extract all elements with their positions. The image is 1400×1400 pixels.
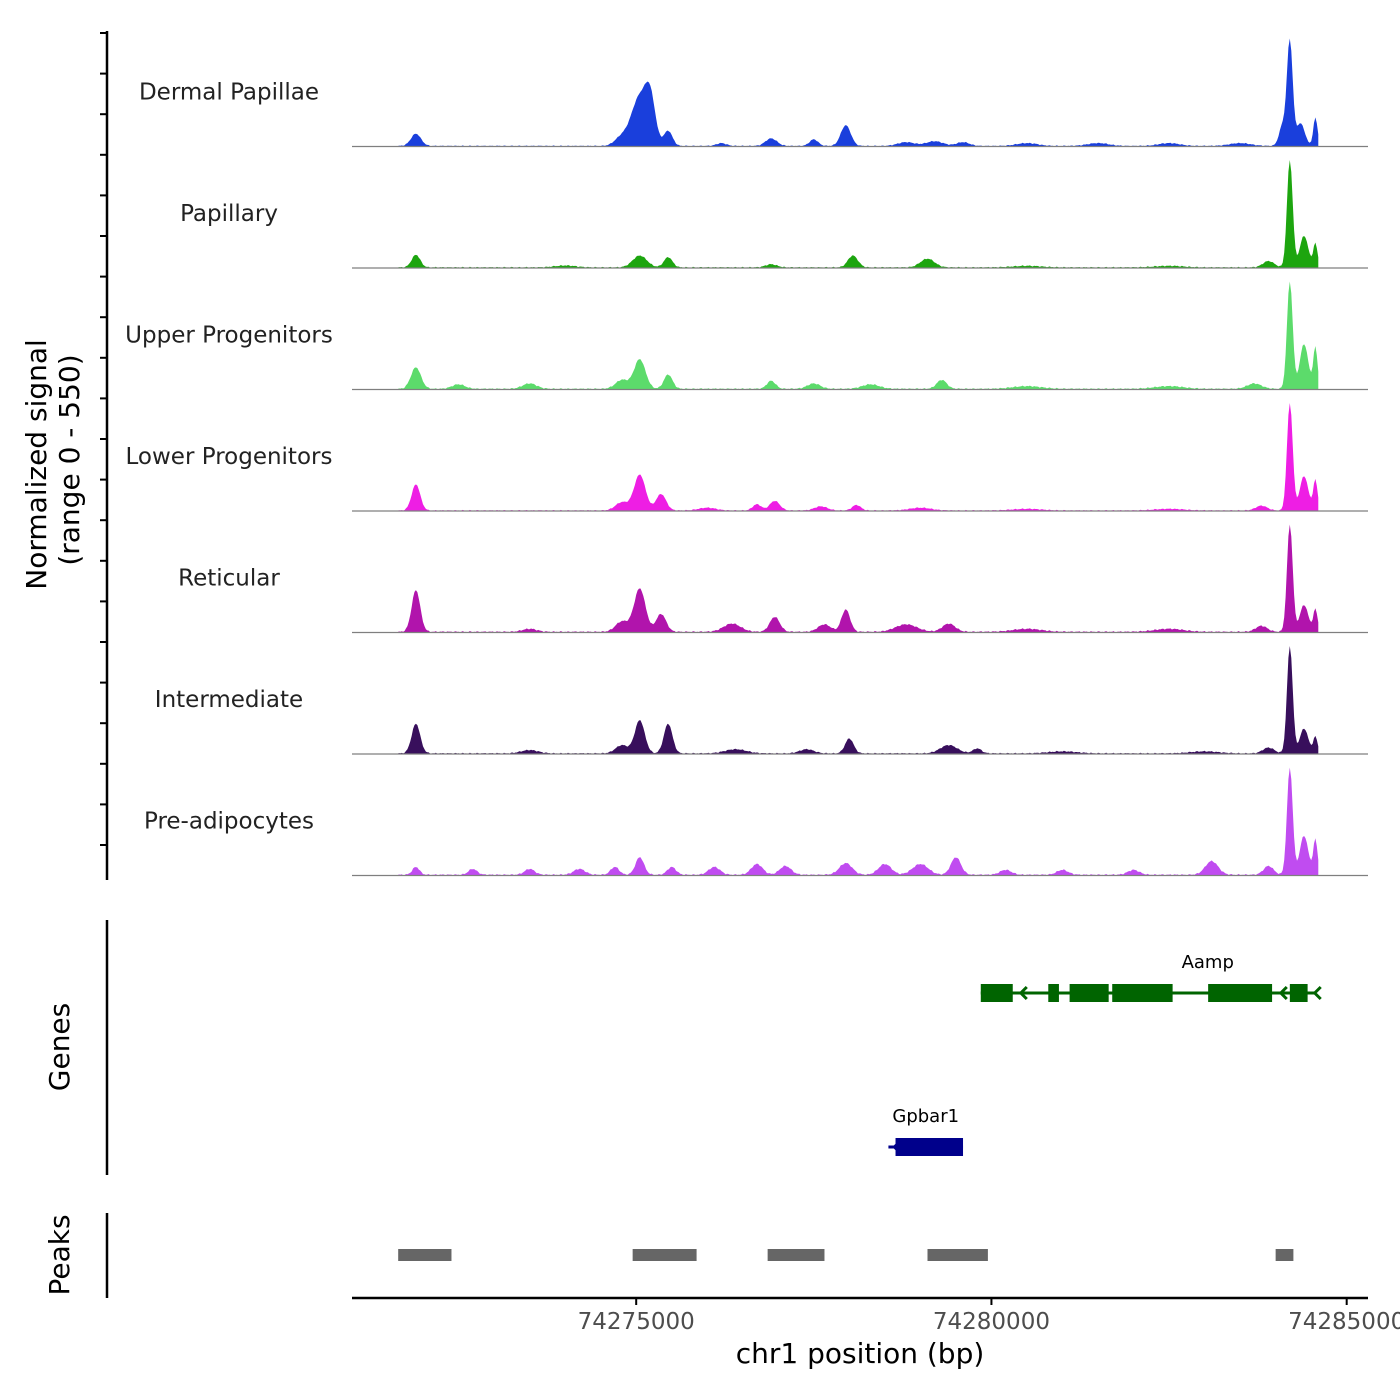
strand-arrow xyxy=(1148,985,1158,1001)
track-intermediate: Intermediate xyxy=(155,646,1368,755)
peak-region xyxy=(632,1249,697,1261)
signal-area xyxy=(352,38,1319,147)
gene-name-label: Gpbar1 xyxy=(892,1106,959,1127)
strand-arrow xyxy=(1018,985,1028,1001)
signal-y-axis-ticks xyxy=(100,32,107,846)
track-label: Lower Progenitors xyxy=(126,444,333,470)
gene-track: Aamp Gpbar1 xyxy=(888,952,1322,1156)
genes-label: Genes xyxy=(43,1003,76,1091)
x-axis-ticks: 74275000 74280000 74285000 xyxy=(578,1298,1400,1335)
gene-exon xyxy=(1048,984,1059,1002)
signal-area xyxy=(352,524,1319,633)
signal-area xyxy=(352,281,1319,390)
track-papillary: Papillary xyxy=(180,160,1368,269)
peak-region xyxy=(1275,1249,1294,1261)
track-label: Pre-adipocytes xyxy=(144,809,314,835)
x-axis-title: chr1 position (bp) xyxy=(736,1337,985,1370)
gene-exon xyxy=(980,984,1013,1002)
gene-exon xyxy=(1112,984,1173,1002)
signal-area xyxy=(352,646,1319,754)
strand-arrow-end xyxy=(1312,985,1322,1001)
strand-arrow-end xyxy=(892,1139,902,1155)
peaks-label: Peaks xyxy=(43,1214,76,1295)
track-upper-progenitors: Upper Progenitors xyxy=(125,281,1368,391)
gene-name-label: Aamp xyxy=(1182,952,1234,973)
y-axis-title-line1: Normalized signal xyxy=(20,339,53,590)
gene-exon xyxy=(1069,984,1109,1002)
gene-exon xyxy=(1289,984,1308,1002)
track-reticular: Reticular xyxy=(178,524,1368,634)
track-lower-progenitors: Lower Progenitors xyxy=(126,403,1368,512)
track-label: Papillary xyxy=(180,201,278,227)
x-tick-label: 74285000 xyxy=(1288,1309,1400,1335)
gene-gpbar1: Gpbar1 xyxy=(888,1106,964,1156)
peak-track xyxy=(398,1249,1294,1261)
peak-region xyxy=(927,1249,988,1261)
y-axis-title-line2: (range 0 - 550) xyxy=(53,354,86,565)
gene-exon xyxy=(1208,984,1273,1002)
strand-arrow xyxy=(1278,985,1288,1001)
signal-area xyxy=(352,403,1319,511)
track-dermal-papillae: Dermal Papillae xyxy=(139,38,1368,148)
track-label: Reticular xyxy=(178,566,280,592)
signal-area xyxy=(352,160,1319,268)
track-pre-adipocytes: Pre-adipocytes xyxy=(144,767,1368,877)
x-tick-label: 74275000 xyxy=(578,1309,695,1335)
track-label: Intermediate xyxy=(155,687,303,713)
signal-area xyxy=(352,767,1319,876)
strand-arrow xyxy=(921,1139,931,1155)
peak-region xyxy=(767,1249,825,1261)
peak-region xyxy=(398,1249,452,1261)
track-label: Upper Progenitors xyxy=(125,323,333,349)
track-label: Dermal Papillae xyxy=(139,80,319,106)
gene-aamp: Aamp xyxy=(980,952,1322,1002)
signal-tracks: Dermal Papillae Papillary Upper Progenitor… xyxy=(125,38,1368,877)
y-axis-title: Normalized signal (range 0 - 550) xyxy=(20,330,86,589)
x-tick-label: 74280000 xyxy=(933,1309,1050,1335)
